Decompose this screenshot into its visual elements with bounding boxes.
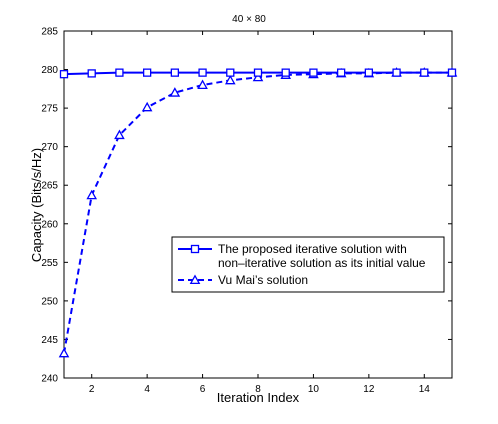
data-point-square [253,68,263,77]
data-point-square [364,68,374,77]
x-tick-label: 6 [200,384,206,395]
legend-label: The proposed iterative solution with [218,242,407,256]
data-point-square [170,68,180,77]
y-tick-label: 280 [41,65,58,76]
y-tick-label: 240 [41,374,58,385]
x-tick-label: 14 [419,384,431,395]
axis-ticks: 2 4 6 8 10 12 14 240 245 250 255 260 265 270 275 280 285 [41,27,452,395]
data-point-square [190,244,200,254]
data-point-triangle [86,189,98,200]
data-point-triangle [169,87,181,97]
y-axis-label: Capacity (Bits/s/Hz) [29,148,44,262]
y-tick-label: 250 [41,296,58,307]
plot-area [63,30,453,379]
data-point-square [309,68,318,77]
y-tick-label: 265 [41,181,58,192]
data-point-square [447,68,457,77]
x-tick-label: 2 [89,384,95,395]
x-tick-label: 10 [308,384,320,395]
data-point-square [420,68,429,77]
x-axis-label: Iteration Index [217,390,300,405]
data-point-square [198,68,207,77]
y-tick-label: 255 [41,258,58,269]
data-point-square [142,68,152,77]
data-point-square [59,70,69,79]
data-point-triangle [189,274,201,285]
data-point-square [281,68,290,77]
data-point-triangle [197,79,208,89]
x-tick-label: 4 [144,384,150,395]
data-point-square [336,68,346,77]
y-tick-label: 275 [41,104,58,115]
data-point-triangle [114,129,125,140]
y-tick-label: 285 [41,27,58,38]
data-point-triangle [224,74,236,85]
legend: The proposed iterative solution withnon–… [171,236,445,293]
data-point-square [87,69,96,78]
legend-label: non–iterative solution as its initial va… [218,256,426,270]
y-tick-label: 260 [41,219,58,230]
data-point-square [115,68,124,77]
data-point-triangle [58,347,70,358]
data-series [58,67,458,358]
y-tick-label: 270 [41,142,58,153]
x-tick-label: 8 [255,384,261,395]
legend-box [171,236,445,293]
chart-title: 40 × 80 [232,14,266,25]
x-tick-label: 12 [363,384,375,395]
data-point-triangle [252,71,264,82]
y-tick-label: 245 [41,335,58,346]
legend-label: Vu Mai’s solution [218,273,308,287]
data-point-triangle [141,101,153,112]
series-proposed-iterative [59,68,457,79]
data-point-square [226,68,235,77]
data-point-square [392,68,401,77]
